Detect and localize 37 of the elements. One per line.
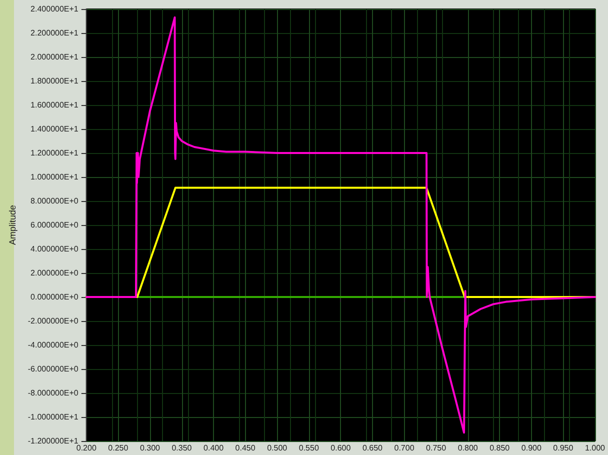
x-tick-label: 1.000 <box>584 444 606 452</box>
x-tick-label: 0.200 <box>76 444 97 452</box>
x-tick-label: 0.600 <box>330 444 352 452</box>
y-tick-label: -1.200000E+1 <box>28 436 79 446</box>
y-tick-label: 1.400000E+1 <box>30 124 79 134</box>
x-tick-label: 0.900 <box>521 444 542 452</box>
x-tick-label: 0.250 <box>108 444 129 452</box>
x-tick-label: 0.800 <box>458 444 478 452</box>
y-tick-label: 0.000000E+0 <box>30 292 79 302</box>
x-tick-label: 0.650 <box>362 444 384 452</box>
y-tick-label: 6.000000E+0 <box>30 220 79 230</box>
y-tick-label: 1.200000E+1 <box>30 148 79 158</box>
x-tick-label: 0.950 <box>553 444 574 452</box>
y-tick-label: 2.200000E+1 <box>30 28 79 38</box>
y-tick-label: -6.000000E+0 <box>28 364 79 374</box>
x-tick-label: 0.450 <box>235 444 256 452</box>
y-tick-label: -8.000000E+0 <box>28 388 79 398</box>
y-tick-label: 1.800000E+1 <box>30 76 79 86</box>
y-axis-title: Amplitude <box>8 204 18 246</box>
y-tick-label: 2.400000E+1 <box>30 4 79 14</box>
y-tick-label: -4.000000E+0 <box>28 340 79 350</box>
x-tick-label: 0.750 <box>426 444 447 452</box>
x-tick-label: 0.300 <box>140 444 161 452</box>
x-tick-label: 0.850 <box>490 444 510 452</box>
y-tick-label: 1.600000E+1 <box>30 100 79 110</box>
x-tick-label: 0.350 <box>172 444 192 452</box>
x-tick-label: 0.400 <box>204 444 224 452</box>
y-tick-label: -1.000000E+1 <box>28 412 79 422</box>
x-tick-label: 0.500 <box>267 444 288 452</box>
y-tick-label: 1.000000E+1 <box>30 172 79 182</box>
x-tick-label: 0.550 <box>298 444 320 452</box>
y-tick-label: 8.000000E+0 <box>30 196 79 206</box>
y-tick-label: -2.000000E+0 <box>28 316 79 326</box>
y-tick-label: 2.000000E+1 <box>30 52 79 62</box>
y-tick-label: 4.000000E+0 <box>30 244 79 254</box>
y-tick-label: 2.000000E+0 <box>30 268 79 278</box>
x-tick-label: 0.700 <box>394 444 415 452</box>
